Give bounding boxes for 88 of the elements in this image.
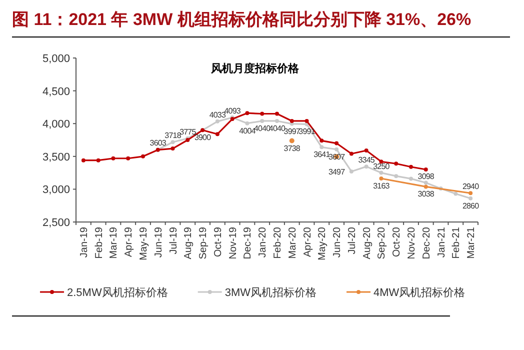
y-tick-label: 5,000 [42, 53, 70, 65]
point [320, 145, 324, 150]
data-label: 3603 [150, 138, 167, 148]
x-tick-label: Jul-20 [346, 226, 358, 254]
x-tick-label: Jan-20 [258, 226, 269, 258]
point [409, 176, 413, 181]
data-label: 3038 [418, 190, 435, 199]
x-tick-label: Apr-19 [124, 226, 135, 258]
point [290, 118, 294, 123]
y-tick-label: 2,500 [42, 217, 70, 229]
x-tick-label: Jan-19 [78, 226, 90, 258]
data-label: 3250 [373, 162, 390, 171]
x-tick-label: Feb-20 [272, 226, 284, 259]
legend-label: 4MW风机招标价格 [374, 287, 466, 299]
x-tick-label: Aug-20 [362, 226, 373, 260]
point [409, 164, 413, 169]
x-tick-label: Jan-21 [436, 226, 448, 258]
data-label: 3718 [164, 131, 182, 140]
x-tick-label: Feb-19 [94, 226, 105, 259]
y-tick-label: 3,000 [42, 184, 70, 196]
y-tick-label: 4,500 [42, 86, 70, 98]
legend-label: 3MW风机招标价格 [224, 287, 317, 299]
point [394, 162, 398, 166]
y-tick-label: 4,000 [42, 118, 70, 131]
point [170, 146, 175, 151]
x-tick-label: Dec-19 [242, 226, 254, 260]
x-tick-label: Mar-21 [466, 226, 478, 259]
point [454, 192, 458, 196]
point [111, 156, 116, 160]
data-label: 3738 [284, 144, 301, 153]
x-tick-label: Jul-19 [168, 226, 180, 254]
x-tick-label: Nov-20 [406, 226, 418, 260]
x-tick-label: Aug-19 [183, 226, 194, 260]
point [364, 164, 368, 169]
point [126, 156, 130, 160]
x-tick-label: Jun-19 [153, 226, 164, 258]
point [364, 148, 368, 152]
data-label: 3098 [418, 172, 435, 181]
point [379, 170, 384, 175]
data-label: 3991 [298, 127, 316, 136]
data-label: 2860 [462, 201, 480, 210]
point [96, 158, 100, 162]
point [334, 141, 339, 146]
x-tick-label: Oct-19 [212, 226, 224, 258]
point [260, 118, 264, 123]
data-label: 3345 [358, 156, 376, 165]
data-label: 3900 [194, 133, 212, 142]
point [334, 147, 339, 152]
data-label: 4033 [209, 110, 226, 120]
x-tick-label: Jun-20 [332, 226, 344, 258]
chart-title: 图 11：2021 年 3MW 机组招标价格同比分别下降 31%、26% [12, 10, 472, 29]
point [215, 119, 220, 124]
point [424, 168, 428, 172]
data-label: 4093 [224, 106, 242, 116]
point [468, 196, 473, 200]
data-label: 3497 [328, 168, 346, 177]
point [141, 154, 145, 158]
point [275, 118, 279, 123]
point [170, 140, 175, 144]
x-tick-label: May-19 [138, 226, 150, 260]
data-label: 2940 [462, 182, 480, 192]
x-tick-label: Mar-19 [108, 226, 120, 259]
point [394, 174, 398, 178]
x-tick-label: Feb-21 [451, 226, 462, 259]
x-tick-label: Nov-19 [228, 226, 239, 260]
point [275, 112, 279, 116]
point [245, 111, 250, 116]
chart-subtitle: 风机月度招标价格 [210, 62, 300, 75]
y-tick-label: 3,500 [42, 151, 70, 164]
point [81, 158, 86, 162]
point [349, 152, 354, 156]
point [424, 180, 428, 185]
x-tick-label: Dec-20 [421, 226, 432, 260]
point [349, 169, 354, 174]
point [245, 121, 250, 126]
x-tick-label: Sep-19 [198, 226, 210, 260]
x-tick-label: Mar-20 [287, 226, 298, 259]
point [320, 138, 324, 143]
x-tick-label: Apr-20 [302, 226, 314, 258]
legend-label: 2.5MW风机招标价格 [67, 287, 168, 299]
x-tick-label: May-20 [317, 226, 328, 260]
data-label: 3775 [180, 127, 197, 136]
x-tick-label: Sep-20 [376, 226, 388, 260]
data-label: 3163 [373, 182, 390, 191]
point [304, 118, 309, 123]
point [215, 132, 220, 136]
point [260, 112, 264, 116]
x-tick-label: Oct-20 [392, 226, 403, 258]
